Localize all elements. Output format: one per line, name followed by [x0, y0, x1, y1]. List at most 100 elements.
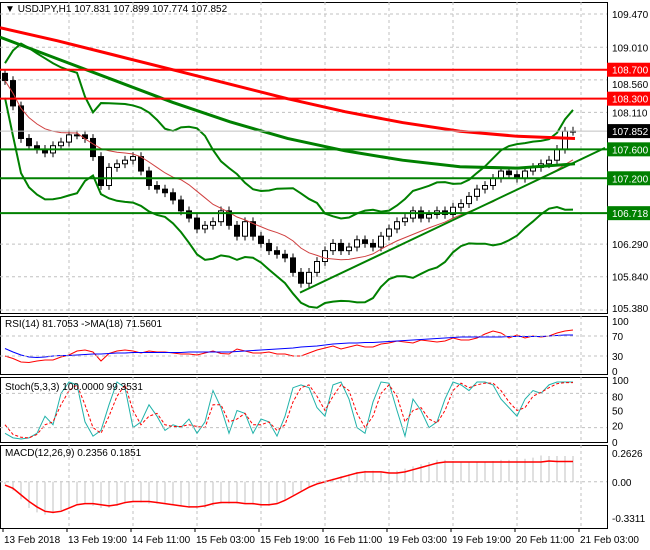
level-tag [607, 171, 650, 186]
close-value: 107.852 [191, 4, 228, 15]
candle-body [362, 239, 368, 244]
level-label: 108.700 [612, 66, 649, 77]
candle-body [258, 235, 264, 244]
panel-border-1 [0, 316, 608, 375]
stoch-tick-label: 0 [612, 438, 618, 449]
macd-tick-label: 0.00 [612, 478, 632, 489]
bollinger-lower [4, 97, 574, 309]
candle-body [250, 221, 256, 237]
candle-body [130, 156, 136, 161]
candle-body [506, 170, 512, 176]
candle-body [242, 221, 248, 237]
candle-body [418, 210, 424, 219]
stoch-main-line [4, 381, 573, 440]
time-tick-label: 15 Feb 03:00 [196, 535, 255, 546]
candle-body [562, 130, 568, 150]
stoch-tick-label: 100 [612, 376, 629, 387]
candle-body [138, 156, 144, 172]
stoch-tick-label: 20 [612, 422, 624, 433]
panel-border-2 [0, 377, 608, 443]
candle-body [170, 192, 176, 201]
candle-body [554, 148, 560, 161]
candle-body [490, 177, 496, 187]
collapse-triangle-icon[interactable]: ▼ [5, 4, 15, 15]
candle-body [546, 159, 552, 165]
price-tick-label: 109.470 [612, 10, 649, 21]
candle-body [106, 166, 112, 187]
candle-body [74, 134, 80, 137]
candle-body [26, 137, 32, 147]
stoch-title: Stoch(5,3,3) 100.0000 99.3531 [5, 382, 143, 393]
time-tick-label: 21 Feb 03:00 [580, 535, 639, 546]
rsi-tick-label: 70 [612, 332, 624, 343]
low-value: 107.774 [152, 4, 189, 15]
stoch-signal-line [4, 382, 573, 439]
price-tick-label: 108.110 [612, 108, 648, 119]
price-tick-label: 105.380 [612, 304, 649, 315]
price-tick-label: 108.560 [612, 80, 649, 91]
candle-body [58, 141, 64, 147]
candle-body [90, 137, 96, 158]
ma-mid [0, 35, 576, 170]
candle-body [194, 217, 200, 230]
time-tick-label: 15 Feb 19:00 [260, 535, 319, 546]
candle-body [330, 242, 336, 252]
price-tick-label: 106.290 [612, 240, 649, 251]
macd-title: MACD(12,26,9) 0.2356 0.1851 [5, 448, 142, 459]
rsi-tick-label: 0 [612, 367, 618, 378]
candle-body [290, 257, 296, 273]
level-label: 106.718 [612, 209, 649, 220]
candle-body [98, 156, 104, 187]
rsi-tick-label: 30 [612, 352, 624, 363]
stoch-tick-label: 50 [612, 407, 624, 418]
candle-body [466, 195, 472, 205]
candle-body [346, 246, 352, 252]
time-tick-label: 13 Feb 19:00 [68, 535, 127, 546]
macd-signal-line [4, 460, 573, 514]
candle-body [2, 72, 8, 82]
candle-body [274, 250, 280, 255]
candle-body [226, 210, 232, 226]
level-label: 108.300 [612, 95, 649, 106]
candle-body [234, 224, 240, 237]
chart-header: ▼ USDJPY,H1 107.831 107.899 107.774 107.… [5, 4, 227, 15]
candle-body [66, 134, 72, 143]
candle-body [282, 253, 288, 259]
time-tick-label: 19 Feb 19:00 [452, 535, 511, 546]
candle-body [386, 228, 392, 237]
current-price-label: 107.852 [612, 127, 649, 138]
candle-body [458, 203, 464, 208]
candle-body [122, 159, 128, 165]
panel-border-3 [0, 445, 608, 529]
macd-tick-label: 0.2626 [612, 449, 643, 460]
candle-body [218, 210, 224, 223]
candle-body [162, 188, 168, 194]
panel-border-0 [0, 2, 608, 314]
time-tick-label: 13 Feb 2018 [4, 535, 61, 546]
time-tick-label: 16 Feb 11:00 [324, 535, 383, 546]
rsi-title: RSI(14) 81.7053 ->MA(18) 71.5601 [5, 319, 163, 330]
candle-body [410, 210, 416, 219]
trend-line [299, 146, 606, 294]
time-tick-label: 19 Feb 03:00 [388, 535, 447, 546]
candle-body [394, 221, 400, 230]
candle-body [474, 188, 480, 197]
macd-tick-label: -0.3311 [612, 514, 646, 525]
time-tick-label: 14 Feb 11:00 [132, 535, 191, 546]
candle-body [354, 239, 360, 248]
price-tick-label: 109.010 [612, 43, 649, 54]
level-tag [607, 206, 650, 221]
candle-body [498, 170, 504, 179]
time-tick-label: 20 Feb 11:00 [516, 535, 575, 546]
high-value: 107.899 [113, 4, 150, 15]
candle-body [338, 242, 344, 252]
price-tick-label: 105.840 [612, 273, 649, 284]
symbol-label: USDJPY,H1 [17, 4, 72, 15]
candle-body [114, 163, 120, 168]
level-tag [607, 142, 650, 157]
candle-body [426, 213, 432, 219]
bollinger-upper [4, 42, 574, 220]
level-label: 107.600 [612, 145, 649, 156]
